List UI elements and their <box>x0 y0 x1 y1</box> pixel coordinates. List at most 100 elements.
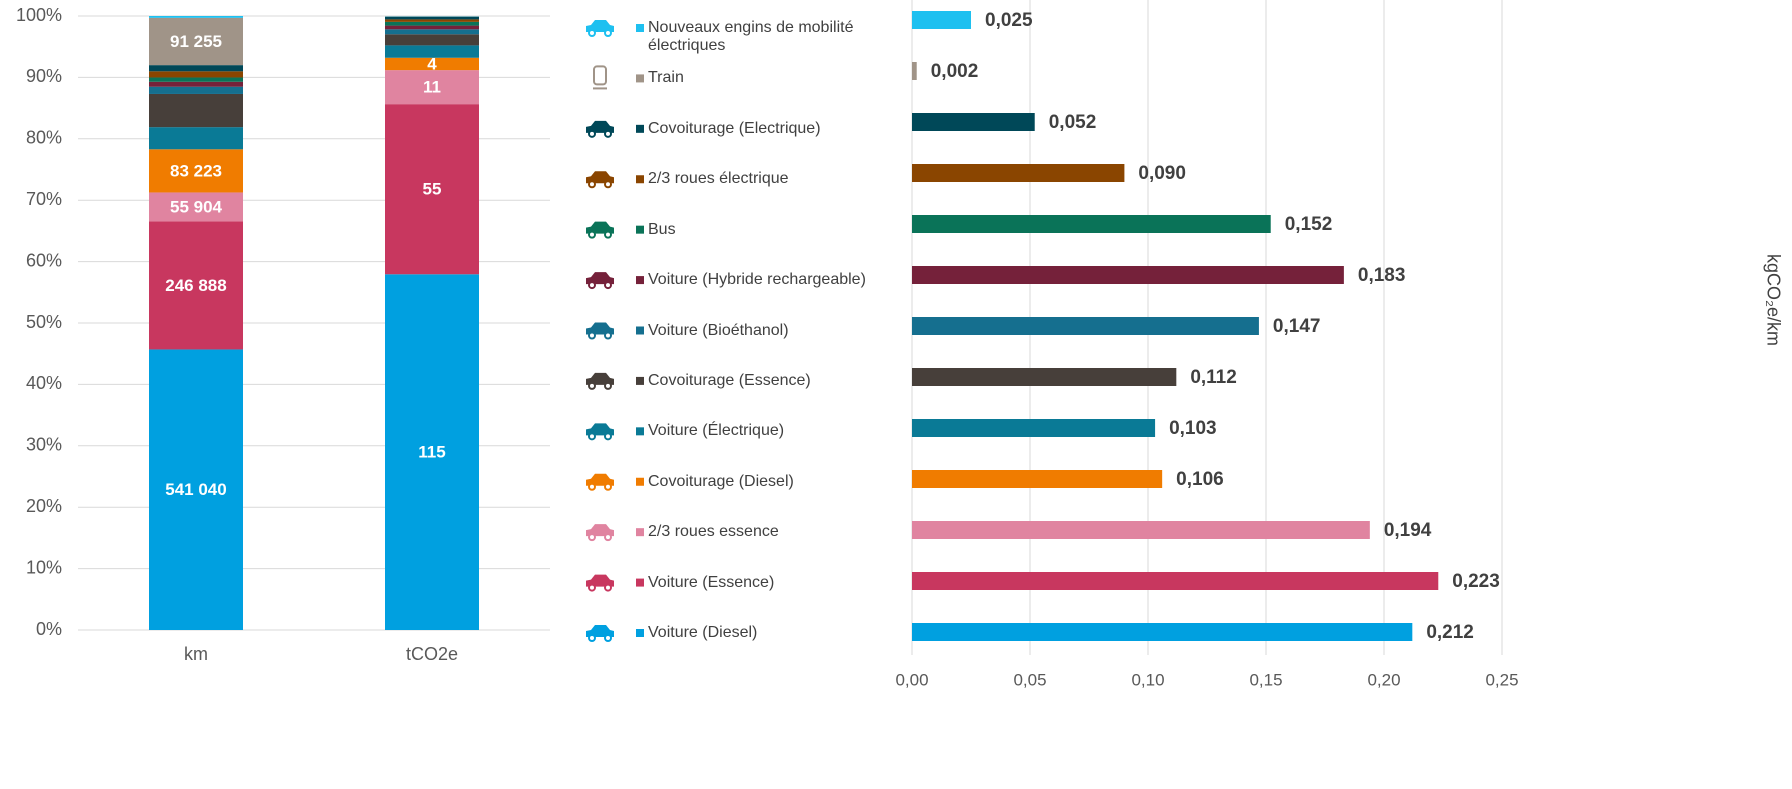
bar-segment <box>149 93 243 128</box>
legend-label: Covoiturage (Electrique) <box>648 119 821 137</box>
bar <box>912 11 971 29</box>
bar-segment <box>149 221 243 350</box>
legend-label: Bus <box>648 220 676 238</box>
y-tick-label: 100% <box>16 5 62 25</box>
legend-label: Covoiturage (Diesel) <box>648 472 794 490</box>
x-tick-label: 0,10 <box>1131 670 1164 689</box>
legend-label: 2/3 roues électrique <box>648 170 789 188</box>
icon-shape <box>604 230 612 239</box>
data-label: 0,106 <box>1176 469 1224 490</box>
legend-icon <box>586 272 614 290</box>
bar-segment <box>149 77 243 82</box>
icon-shape <box>588 230 596 239</box>
icon-shape <box>586 171 614 184</box>
data-label: 0,194 <box>1384 520 1432 541</box>
legend-swatch <box>636 528 644 537</box>
icon-shape <box>588 180 596 189</box>
y-axis-label: kgCO₂e/km <box>1763 254 1783 346</box>
legend-swatch <box>636 175 644 184</box>
legend-swatch <box>636 376 644 385</box>
legend-swatch <box>636 225 644 234</box>
data-label: 541 040 <box>165 480 226 499</box>
legend-label: 2/3 roues essence <box>648 523 779 541</box>
data-label: 0,103 <box>1169 418 1217 439</box>
legend-icon <box>586 473 614 491</box>
bar <box>912 215 1271 233</box>
icon-shape <box>604 29 612 37</box>
legend-label: Voiture (Diesel) <box>648 624 758 641</box>
legend-icon <box>586 524 614 542</box>
y-tick-label: 80% <box>26 128 62 148</box>
legend-swatch <box>636 24 644 32</box>
data-label: 55 904 <box>170 197 223 216</box>
bar-segment <box>385 34 479 46</box>
icon-shape <box>588 634 596 642</box>
y-tick-label: 40% <box>26 373 62 393</box>
x-tick-label: 0,05 <box>1013 670 1046 689</box>
icon-shape <box>586 372 614 385</box>
bar-segment <box>149 127 243 150</box>
bar <box>912 113 1035 131</box>
data-label: 246 888 <box>165 276 226 295</box>
y-tick-label: 0% <box>36 619 62 639</box>
data-label: 115 <box>418 443 445 462</box>
icon-shape <box>586 423 614 436</box>
bar <box>912 368 1177 386</box>
icon-shape <box>588 482 596 491</box>
bar-segment <box>149 71 243 78</box>
bar-segment <box>149 86 243 94</box>
icon-shape <box>604 129 612 138</box>
bar <box>912 164 1125 182</box>
icon-shape <box>586 524 614 537</box>
bar-segment <box>385 29 479 35</box>
icon-shape <box>588 281 596 290</box>
legend-icon <box>586 120 614 138</box>
legend-swatch <box>636 276 644 285</box>
legend-swatch <box>636 427 644 436</box>
y-tick-label: 50% <box>26 312 62 332</box>
bar <box>912 266 1344 284</box>
y-tick-label: 30% <box>26 435 62 455</box>
bar <box>912 623 1413 641</box>
legend-icon <box>586 322 614 340</box>
data-label: 0,052 <box>1049 112 1097 133</box>
bar-segment <box>149 349 243 630</box>
icon-shape <box>604 432 612 441</box>
icon-shape <box>604 482 612 491</box>
icon-shape <box>604 180 612 189</box>
icon-shape <box>586 221 614 234</box>
icon-shape <box>586 625 614 637</box>
legend-swatch <box>636 124 644 133</box>
data-label: 0,223 <box>1452 571 1500 592</box>
bar-segment <box>385 25 479 30</box>
icon-shape <box>604 331 612 340</box>
icon-shape <box>593 65 607 86</box>
x-tick-label: 0,25 <box>1485 670 1518 689</box>
icon-shape <box>588 533 596 542</box>
icon-shape <box>604 381 612 390</box>
data-label: 0,183 <box>1358 265 1406 286</box>
data-label: 0,090 <box>1138 163 1186 184</box>
legend-icon <box>586 372 614 390</box>
legend-swatch <box>636 629 644 637</box>
bar-segment <box>385 16 479 20</box>
y-tick-label: 20% <box>26 496 62 516</box>
bar <box>912 317 1259 335</box>
bar-segment <box>385 19 479 22</box>
y-tick-label: 70% <box>26 189 62 209</box>
bar-segment <box>149 65 243 72</box>
bar-segment <box>385 274 479 630</box>
icon-shape <box>604 533 612 542</box>
icon-shape <box>588 381 596 390</box>
legend-swatch <box>636 326 644 335</box>
legend-label: Voiture (Électrique) <box>648 422 785 440</box>
icon-shape <box>604 634 612 642</box>
legend-label: Train <box>648 69 684 87</box>
bar-segment <box>149 192 243 222</box>
x-tick-label: tCO2e <box>406 644 458 664</box>
icon-shape <box>604 583 612 592</box>
legend-label: Voiture (Essence) <box>648 573 775 591</box>
data-label: 0,147 <box>1273 316 1321 337</box>
legend-icon <box>586 625 614 642</box>
